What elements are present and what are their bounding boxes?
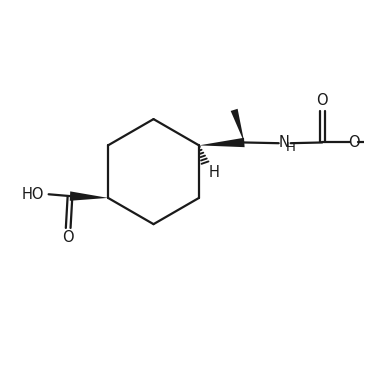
Text: O: O [348,135,360,150]
Polygon shape [70,191,108,201]
Text: N: N [279,135,289,150]
Text: H: H [208,165,219,180]
Text: O: O [316,93,328,108]
Text: H: H [286,141,296,154]
Text: O: O [62,230,74,245]
Polygon shape [231,109,244,142]
Text: HO: HO [22,187,44,202]
Polygon shape [199,138,245,147]
